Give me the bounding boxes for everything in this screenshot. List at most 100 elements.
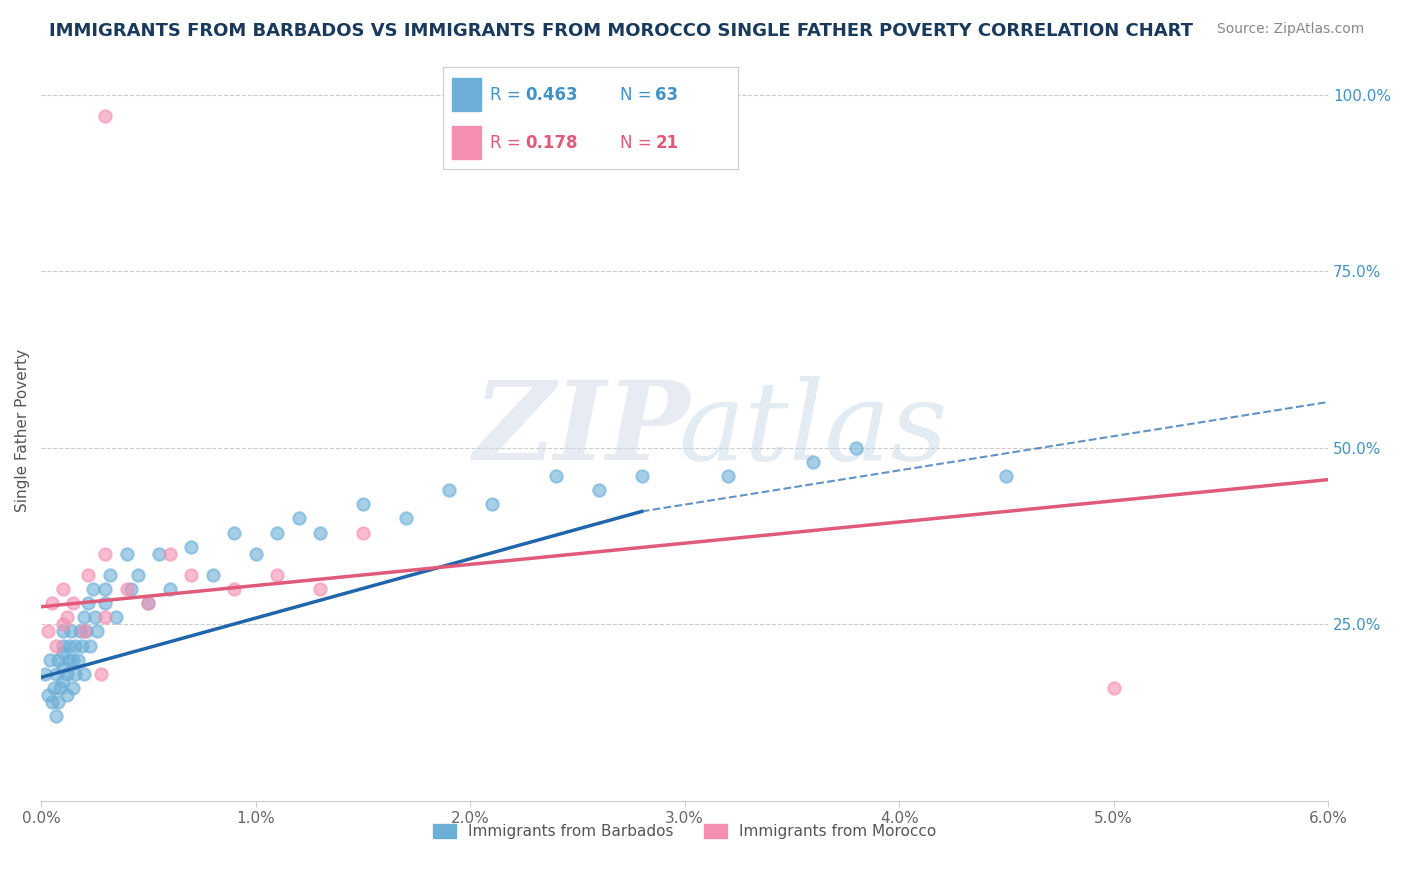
Point [588, 483, 610, 498]
Point [65, 666, 87, 681]
Point [56, 610, 79, 624]
Text: 0.463: 0.463 [526, 86, 578, 103]
Point [41, 596, 63, 610]
Point [120, 582, 142, 596]
Point [159, 547, 181, 561]
Point [159, 582, 181, 596]
Point [138, 596, 160, 610]
Point [94, 610, 117, 624]
Text: N =: N = [620, 134, 651, 152]
Point [266, 568, 288, 582]
Point [83, 610, 105, 624]
Point [995, 469, 1018, 483]
Point [69, 624, 91, 639]
Point [58, 653, 80, 667]
Point [51, 617, 73, 632]
Point [94, 547, 117, 561]
Point [1102, 681, 1125, 695]
Point [437, 483, 460, 498]
Point [630, 469, 652, 483]
Legend: Immigrants from Barbados, Immigrants from Morocco: Immigrants from Barbados, Immigrants fro… [427, 818, 942, 845]
Text: IMMIGRANTS FROM BARBADOS VS IMMIGRANTS FROM MOROCCO SINGLE FATHER POVERTY CORREL: IMMIGRANTS FROM BARBADOS VS IMMIGRANTS F… [49, 22, 1194, 40]
Point [58, 639, 80, 653]
Point [56, 688, 79, 702]
Point [65, 639, 87, 653]
Point [94, 582, 117, 596]
Point [70, 639, 93, 653]
Point [90, 666, 112, 681]
Point [73, 666, 96, 681]
Point [51, 646, 73, 660]
Point [60, 624, 83, 639]
Point [224, 525, 246, 540]
Point [98, 568, 121, 582]
Point [77, 596, 100, 610]
Text: R =: R = [491, 134, 520, 152]
Point [138, 596, 160, 610]
Point [845, 441, 868, 455]
Text: Source: ZipAtlas.com: Source: ZipAtlas.com [1216, 22, 1364, 37]
Point [79, 639, 101, 653]
Point [115, 547, 138, 561]
Point [41, 695, 63, 709]
Point [42, 681, 65, 695]
Point [201, 568, 224, 582]
Point [45, 639, 67, 653]
Point [51, 624, 73, 639]
Point [62, 681, 84, 695]
Point [127, 568, 149, 582]
Text: 0.178: 0.178 [526, 134, 578, 152]
Text: atlas: atlas [679, 376, 948, 484]
Point [34, 666, 56, 681]
Text: R =: R = [491, 86, 520, 103]
Text: 21: 21 [655, 134, 679, 152]
Point [716, 469, 738, 483]
Point [66, 653, 89, 667]
Point [38, 653, 60, 667]
Point [73, 610, 96, 624]
Point [115, 582, 138, 596]
Point [51, 639, 73, 653]
Bar [451, 78, 481, 111]
Point [287, 511, 309, 525]
Point [94, 109, 117, 123]
Y-axis label: Single Father Poverty: Single Father Poverty [15, 349, 30, 512]
Point [266, 525, 288, 540]
Text: 63: 63 [655, 86, 679, 103]
Point [62, 653, 84, 667]
Point [148, 547, 170, 561]
Point [77, 568, 100, 582]
Point [544, 469, 567, 483]
Point [62, 596, 84, 610]
Point [481, 497, 503, 511]
Point [75, 624, 97, 639]
Point [94, 596, 117, 610]
Point [309, 582, 332, 596]
Point [309, 525, 332, 540]
Point [86, 624, 108, 639]
Point [105, 610, 128, 624]
Point [37, 688, 59, 702]
Point [180, 540, 202, 554]
Point [37, 624, 59, 639]
Point [395, 511, 418, 525]
Bar [451, 127, 481, 159]
Point [224, 582, 246, 596]
Point [46, 695, 69, 709]
Point [51, 659, 73, 673]
Point [45, 666, 67, 681]
Point [352, 525, 374, 540]
Text: ZIP: ZIP [474, 376, 690, 484]
Text: N =: N = [620, 86, 651, 103]
Point [245, 547, 267, 561]
Point [51, 582, 73, 596]
Point [56, 666, 79, 681]
Point [49, 681, 72, 695]
Point [801, 455, 824, 469]
Point [51, 673, 73, 688]
Point [352, 497, 374, 511]
Point [180, 568, 202, 582]
Point [46, 653, 69, 667]
Point [82, 582, 104, 596]
Point [45, 709, 67, 723]
